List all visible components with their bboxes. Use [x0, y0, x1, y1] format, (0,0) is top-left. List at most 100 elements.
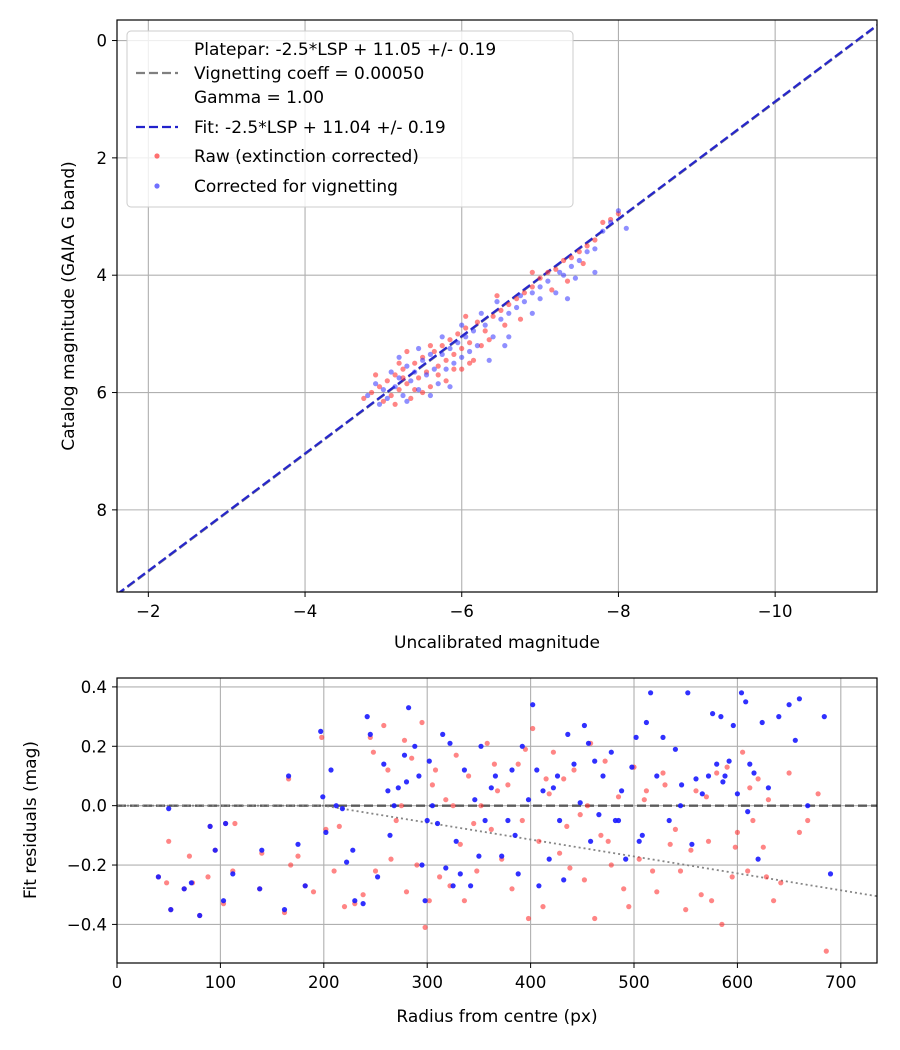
y-tick-label: −0.2: [67, 856, 107, 875]
point-corrected: [537, 296, 543, 302]
point-corrected: [461, 767, 467, 773]
point-corrected: [568, 263, 575, 269]
point-raw: [641, 797, 647, 803]
point-corrected: [576, 257, 582, 264]
point-corrected: [714, 761, 720, 767]
point-raw: [388, 856, 394, 862]
point-corrected: [381, 761, 387, 767]
point-raw: [412, 360, 418, 366]
point-raw: [592, 237, 598, 243]
point-raw: [288, 862, 294, 868]
point-corrected: [554, 773, 561, 779]
point-corrected: [643, 719, 650, 726]
point-corrected: [468, 883, 474, 889]
point-raw: [404, 348, 410, 355]
point-raw: [164, 880, 170, 886]
point-raw: [509, 886, 515, 892]
legend-item: Corrected for vignetting: [154, 177, 398, 197]
point-raw: [478, 343, 484, 349]
point-raw: [439, 343, 445, 349]
point-corrected: [505, 817, 511, 824]
point-corrected: [718, 714, 724, 720]
point-raw: [505, 782, 511, 788]
point-raw: [491, 761, 497, 767]
point-corrected: [492, 773, 498, 779]
point-corrected: [344, 859, 350, 865]
point-corrected: [207, 823, 213, 830]
top-chart-ticks: −2 −4 −6 −8 −10 0 2 4 6 8: [97, 32, 793, 621]
point-corrected: [318, 728, 324, 735]
point-corrected: [490, 334, 496, 340]
point-corrected: [519, 743, 525, 749]
point-corrected: [654, 773, 660, 779]
point-raw: [703, 794, 710, 800]
x-tick-label: 600: [722, 973, 754, 992]
point-corrected: [514, 304, 520, 311]
point-corrected: [629, 764, 635, 770]
point-corrected: [776, 714, 782, 720]
point-raw: [372, 868, 379, 874]
point-corrected: [515, 871, 521, 877]
point-corrected: [429, 803, 435, 809]
point-raw: [506, 301, 512, 308]
point-raw: [823, 948, 829, 954]
point-corrected: [636, 838, 642, 844]
point-raw: [466, 773, 472, 779]
bottom-chart: 0 100 200 300 400 500 600 700−0.4−0.20.00.20.4 …: [21, 677, 878, 1027]
point-raw: [295, 853, 301, 859]
point-corrected: [677, 803, 684, 809]
line-fit: [118, 24, 877, 592]
point-raw: [403, 889, 410, 895]
point-corrected: [821, 714, 827, 720]
point-corrected: [705, 773, 712, 779]
point-corrected: [666, 817, 672, 824]
point-raw: [388, 392, 394, 399]
point-corrected: [400, 392, 406, 399]
point-raw: [420, 389, 426, 396]
point-raw: [435, 363, 441, 369]
x-tick-label: −10: [758, 602, 793, 621]
point-raw: [662, 782, 668, 788]
point-corrected: [540, 788, 546, 794]
point-corrected: [323, 829, 329, 836]
point-corrected: [423, 372, 430, 378]
point-corrected: [443, 366, 449, 372]
point-corrected: [561, 877, 567, 883]
point-raw: [750, 817, 756, 824]
point-corrected: [693, 776, 699, 782]
point-raw: [709, 898, 715, 904]
point-corrected: [439, 351, 445, 357]
legend-item: Fit: -2.5*LSP + 11.04 +/- 0.19: [136, 118, 446, 138]
point-corrected: [685, 690, 691, 696]
x-tick-label: 700: [825, 973, 857, 992]
point-raw: [608, 862, 614, 868]
point-corrected: [581, 722, 588, 729]
top-chart-fit-lines: [118, 24, 877, 592]
x-tick-label: 300: [411, 973, 443, 992]
point-corrected: [600, 228, 606, 234]
point-raw: [747, 785, 753, 791]
point-raw: [745, 868, 751, 874]
point-raw: [778, 880, 784, 886]
point-raw: [615, 794, 622, 800]
point-raw: [564, 278, 571, 284]
point-raw: [384, 378, 390, 384]
legend-item: Platepar: -2.5*LSP + 11.05 +/- 0.19 Vigne…: [136, 40, 496, 108]
point-corrected: [463, 334, 469, 340]
point-corrected: [406, 705, 412, 711]
point-raw: [714, 770, 720, 776]
point-corrected: [751, 770, 757, 776]
point-corrected: [385, 788, 391, 794]
point-raw: [494, 293, 500, 299]
point-corrected: [557, 817, 563, 824]
y-tick-label: 4: [97, 266, 108, 285]
point-corrected: [388, 369, 394, 375]
point-raw: [331, 868, 337, 874]
legend-label: Platepar: -2.5*LSP + 11.05 +/- 0.19 Vigne…: [194, 40, 496, 108]
point-raw: [571, 767, 577, 773]
top-chart-legend: Platepar: -2.5*LSP + 11.05 +/- 0.19 Vigne…: [126, 30, 574, 208]
point-raw: [621, 886, 627, 892]
point-raw: [467, 340, 473, 346]
point-corrected: [588, 838, 594, 844]
point-raw: [602, 758, 608, 764]
